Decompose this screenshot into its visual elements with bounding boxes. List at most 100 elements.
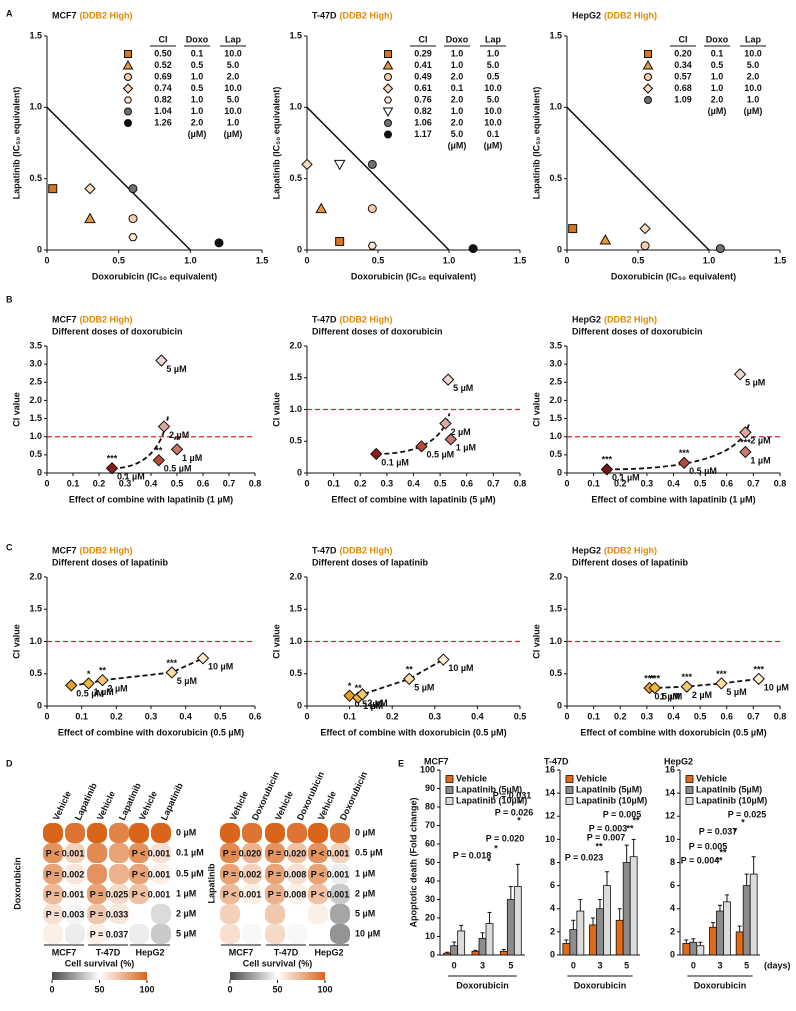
marker bbox=[439, 417, 452, 430]
annotation: * bbox=[517, 815, 521, 825]
table-header: Doxo bbox=[706, 34, 729, 44]
marker bbox=[444, 433, 457, 446]
y-tick-label: 70 bbox=[425, 820, 435, 830]
point-label: 10 µM bbox=[448, 663, 473, 673]
annotation: P = 0.037 bbox=[699, 826, 738, 836]
y-axis-label: Apoptotic death (Fold change) bbox=[408, 798, 418, 928]
chart-title: T-47D bbox=[312, 545, 337, 555]
bar bbox=[562, 943, 571, 956]
marker bbox=[715, 677, 728, 690]
cell bbox=[151, 884, 171, 904]
significance: *** bbox=[740, 437, 751, 447]
row-label: 0 µM bbox=[355, 827, 375, 837]
x-axis-label: Effect of combine with lapatinib (1 µM) bbox=[591, 494, 755, 504]
bar bbox=[749, 873, 758, 956]
p-value: P < 0.001 bbox=[311, 848, 350, 858]
cell bbox=[265, 864, 285, 884]
table-header: Lap bbox=[225, 34, 242, 44]
row-label: 1 µM bbox=[355, 868, 375, 878]
annotation: * bbox=[733, 826, 737, 836]
marker bbox=[48, 184, 58, 194]
y-tick-label: 0.5 bbox=[29, 449, 42, 459]
y-tick-label: 1.0 bbox=[289, 404, 302, 414]
y-tick-label: 16 bbox=[665, 764, 675, 774]
p-value: P = 0.001 bbox=[46, 889, 85, 899]
marker bbox=[733, 368, 747, 381]
x-tick-label: 1.0 bbox=[443, 255, 456, 265]
chart-title: MCF7 bbox=[52, 314, 77, 324]
legend-marker bbox=[642, 59, 654, 70]
y-tick-label: 0 bbox=[297, 700, 302, 710]
x-tick-label: 1.0 bbox=[184, 255, 197, 265]
point-label: 5 µM bbox=[177, 676, 197, 686]
x-tick-label: 0.6 bbox=[720, 478, 733, 488]
row-label: 0 µM bbox=[176, 827, 196, 837]
cell bbox=[220, 843, 240, 863]
significance: * bbox=[87, 669, 91, 679]
annotation: ** bbox=[632, 815, 640, 825]
group-label: MCF7 bbox=[229, 947, 254, 957]
annotation: * bbox=[487, 856, 491, 866]
marker bbox=[128, 184, 138, 194]
chart-title: T-47D bbox=[312, 10, 337, 20]
y-tick-label: 6 bbox=[550, 880, 555, 890]
cell bbox=[129, 823, 149, 843]
y-axis-label: CI value bbox=[531, 392, 541, 427]
cell bbox=[242, 924, 262, 944]
y-tick-label: 0.5 bbox=[549, 668, 562, 678]
y-tick-label: 20 bbox=[425, 912, 435, 922]
y-tick-label: 3.0 bbox=[29, 359, 42, 369]
x-tick-label: 5 bbox=[744, 960, 749, 970]
x-tick-label: 0.7 bbox=[223, 478, 236, 488]
x-tick-label: 1.5 bbox=[514, 255, 527, 265]
cell bbox=[330, 904, 350, 924]
table-unit: (µM) bbox=[188, 129, 207, 139]
x-tick-label: 0 bbox=[564, 478, 569, 488]
point-label: 5 µM bbox=[166, 364, 186, 374]
marker bbox=[343, 689, 356, 702]
point-label: 1 µM bbox=[94, 687, 114, 697]
cell bbox=[330, 823, 350, 843]
p-value: P = 0.008 bbox=[268, 869, 307, 879]
y-tick-label: 1.0 bbox=[549, 431, 562, 441]
row-label: 0.1 µM bbox=[176, 847, 204, 857]
x-tick-label: 0 bbox=[304, 711, 309, 721]
marker bbox=[315, 202, 328, 214]
x-tick-label: 0.5 bbox=[434, 478, 447, 488]
x-tick-label: 1.5 bbox=[774, 255, 787, 265]
y-tick-label: 3.0 bbox=[549, 359, 562, 369]
significance: *** bbox=[644, 673, 655, 683]
p-value: P < 0.001 bbox=[132, 889, 171, 899]
significance: *** bbox=[650, 673, 661, 683]
y-tick-label: 0 bbox=[557, 700, 562, 710]
bar bbox=[629, 856, 638, 956]
cell bbox=[129, 864, 149, 884]
marker bbox=[157, 420, 171, 433]
x-tick-label: 0.3 bbox=[641, 711, 654, 721]
cell bbox=[220, 924, 240, 944]
marker bbox=[639, 222, 651, 235]
y-tick-label: 16 bbox=[545, 764, 555, 774]
annotation: P = 0.018 bbox=[453, 850, 492, 860]
table-cell: 5.0 bbox=[227, 60, 240, 70]
y-tick-label: 0 bbox=[550, 949, 555, 959]
point-label: 1 µM bbox=[363, 701, 383, 711]
legend-swatch bbox=[565, 786, 574, 794]
x-tick-label: 5 bbox=[508, 960, 513, 970]
x-axis-label: Doxorubicin bbox=[694, 980, 747, 990]
bar bbox=[596, 908, 604, 956]
bar bbox=[716, 910, 724, 956]
annotation: P = 0.020 bbox=[486, 833, 525, 843]
marker bbox=[128, 233, 138, 242]
table-cell: 2.0 bbox=[227, 71, 240, 81]
chart-subtitle: Different doses of doxorubicin bbox=[52, 326, 183, 336]
colorbar-title: Cell survival (%) bbox=[65, 958, 135, 968]
significance: *** bbox=[679, 448, 690, 458]
point-label: 0.5 µM bbox=[426, 450, 454, 460]
legend-marker bbox=[644, 96, 652, 104]
bar bbox=[513, 886, 522, 956]
group-label: T-47D bbox=[96, 947, 121, 957]
y-tick-label: 12 bbox=[665, 811, 675, 821]
marker bbox=[648, 681, 662, 695]
cell bbox=[265, 924, 285, 944]
